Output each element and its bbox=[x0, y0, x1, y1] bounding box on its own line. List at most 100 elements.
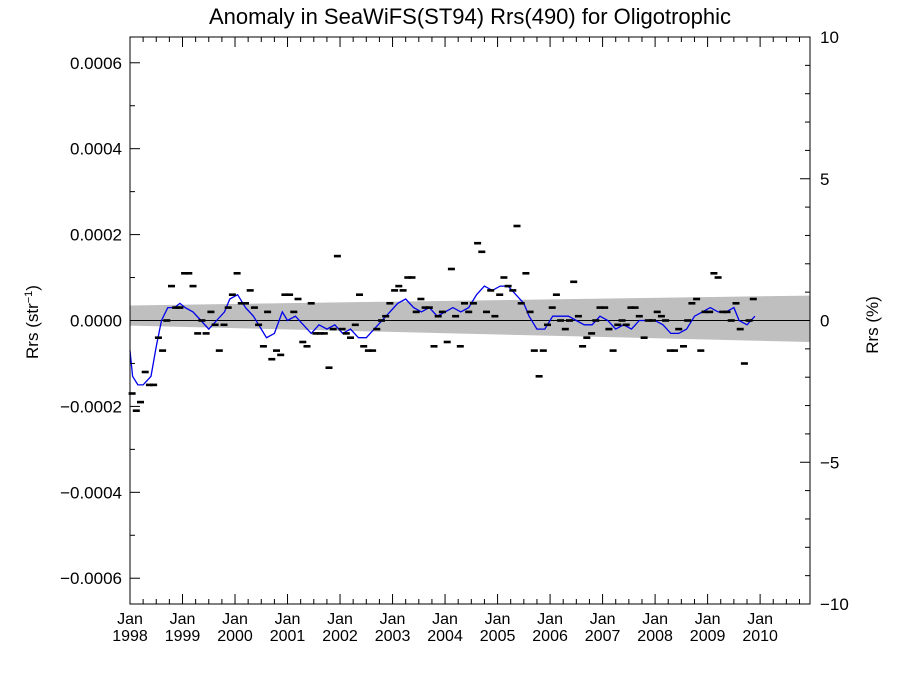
anomaly-point-12 bbox=[181, 272, 189, 275]
anomaly-point-131 bbox=[701, 310, 709, 314]
anomaly-point-129 bbox=[693, 297, 701, 301]
anomaly-point-84 bbox=[496, 293, 504, 296]
anomaly-point-14 bbox=[189, 284, 197, 288]
anomaly-point-52 bbox=[356, 293, 363, 296]
anomaly-point-97 bbox=[552, 293, 560, 296]
anomaly-point-67 bbox=[421, 306, 429, 309]
anomaly-point-18 bbox=[207, 310, 215, 314]
anomaly-point-46 bbox=[329, 327, 337, 331]
right-tick-label-2: 0 bbox=[820, 312, 829, 331]
left-y-axis: 0.0006 0.0004 0.0002 0.0000 −0.0002 −0.0004 −0… bbox=[60, 54, 140, 588]
anomaly-point-35 bbox=[281, 293, 289, 296]
x-tick-month-7: Jan bbox=[485, 611, 511, 628]
x-tick-month-4: Jan bbox=[327, 611, 353, 628]
anomaly-point-39 bbox=[299, 340, 307, 344]
anomaly-point-118 bbox=[644, 319, 652, 322]
anomaly-point-100 bbox=[566, 319, 573, 322]
anomaly-point-77 bbox=[465, 310, 473, 314]
anomaly-point-64 bbox=[408, 276, 416, 279]
anomaly-point-29 bbox=[255, 323, 263, 327]
x-tick-month-9: Jan bbox=[590, 611, 616, 628]
anomaly-point-85 bbox=[500, 276, 508, 279]
anomaly-point-91 bbox=[526, 310, 534, 314]
anomaly-point-140 bbox=[740, 362, 748, 365]
left-tick-label-4: −0.0002 bbox=[60, 397, 122, 416]
anomaly-point-40 bbox=[303, 345, 311, 348]
anomaly-point-68 bbox=[425, 306, 433, 309]
anomaly-point-108 bbox=[601, 306, 609, 309]
anomaly-point-74 bbox=[452, 314, 460, 318]
anomaly-point-15 bbox=[194, 332, 202, 335]
left-y-axis-label-end: ) bbox=[23, 285, 42, 291]
anomaly-point-141 bbox=[745, 319, 753, 322]
right-y-axis-label: Rrs (%) bbox=[863, 296, 882, 354]
left-tick-label-1: 0.0004 bbox=[70, 140, 122, 159]
x-tick-month-11: Jan bbox=[695, 611, 721, 628]
anomaly-point-21 bbox=[220, 323, 228, 327]
anomaly-point-88 bbox=[513, 224, 521, 228]
anomaly-point-0 bbox=[128, 392, 136, 395]
x-tick-year-5: 2003 bbox=[375, 628, 411, 645]
anomaly-point-106 bbox=[592, 319, 600, 322]
anomaly-point-104 bbox=[583, 336, 591, 339]
anomaly-point-57 bbox=[378, 319, 385, 322]
anomaly-point-23 bbox=[228, 293, 236, 296]
anomaly-point-60 bbox=[391, 289, 399, 292]
anomaly-point-121 bbox=[657, 314, 665, 318]
anomaly-point-132 bbox=[706, 310, 714, 314]
anomaly-point-38 bbox=[294, 297, 302, 301]
anomaly-point-36 bbox=[286, 293, 294, 296]
anomaly-point-126 bbox=[680, 345, 687, 348]
anomaly-point-19 bbox=[211, 323, 219, 327]
x-tick-year-2: 2000 bbox=[217, 628, 253, 645]
anomaly-point-61 bbox=[395, 284, 403, 288]
anomaly-point-128 bbox=[688, 302, 696, 305]
anomaly-point-55 bbox=[369, 349, 377, 352]
anomaly-point-2 bbox=[137, 400, 144, 404]
anomaly-point-70 bbox=[434, 314, 442, 318]
confidence-band bbox=[130, 295, 810, 342]
anomaly-point-83 bbox=[491, 314, 499, 318]
x-tick-month-1: Jan bbox=[170, 611, 196, 628]
anomaly-point-114 bbox=[627, 306, 635, 309]
left-tick-label-2: 0.0002 bbox=[70, 226, 122, 245]
anomaly-point-112 bbox=[618, 319, 626, 322]
anomaly-point-127 bbox=[684, 319, 692, 322]
anomaly-point-25 bbox=[237, 302, 245, 305]
x-axis: Jan1998Jan1999Jan2000Jan2001Jan2002Jan20… bbox=[112, 37, 800, 645]
anomaly-point-65 bbox=[412, 310, 420, 314]
left-y-axis-label: Rrs (str−1) bbox=[23, 285, 42, 359]
anomaly-point-37 bbox=[290, 310, 298, 314]
left-tick-label-6: −0.0006 bbox=[60, 569, 122, 588]
x-tick-year-10: 2008 bbox=[637, 628, 673, 645]
anomaly-point-115 bbox=[631, 306, 639, 309]
anomaly-point-111 bbox=[614, 323, 622, 327]
anomaly-point-89 bbox=[517, 302, 525, 305]
anomaly-point-71 bbox=[438, 310, 446, 314]
anomaly-point-82 bbox=[487, 289, 495, 292]
anomaly-point-50 bbox=[347, 336, 354, 339]
anomaly-point-11 bbox=[176, 306, 184, 309]
anomaly-point-28 bbox=[250, 306, 258, 309]
anomaly-point-76 bbox=[461, 302, 468, 305]
x-tick-year-1: 1999 bbox=[165, 628, 201, 645]
anomaly-point-107 bbox=[596, 306, 604, 309]
anomaly-point-62 bbox=[399, 289, 407, 292]
anomaly-point-135 bbox=[719, 310, 727, 314]
anomaly-point-99 bbox=[561, 327, 569, 331]
anomaly-point-17 bbox=[202, 332, 210, 335]
anomaly-point-3 bbox=[141, 370, 149, 374]
anomaly-point-102 bbox=[574, 314, 582, 318]
anomaly-point-43 bbox=[316, 332, 324, 335]
anomaly-point-6 bbox=[154, 336, 162, 339]
x-tick-month-0: Jan bbox=[117, 611, 143, 628]
anomaly-point-42 bbox=[312, 332, 320, 335]
anomaly-point-69 bbox=[430, 345, 438, 348]
anomaly-point-24 bbox=[233, 272, 241, 275]
anomaly-point-142 bbox=[749, 297, 757, 301]
anomaly-point-105 bbox=[588, 332, 596, 335]
right-tick-label-4: −10 bbox=[820, 595, 849, 614]
x-tick-year-3: 2001 bbox=[270, 628, 306, 645]
x-tick-year-11: 2009 bbox=[690, 628, 726, 645]
anomaly-point-48 bbox=[338, 327, 346, 331]
